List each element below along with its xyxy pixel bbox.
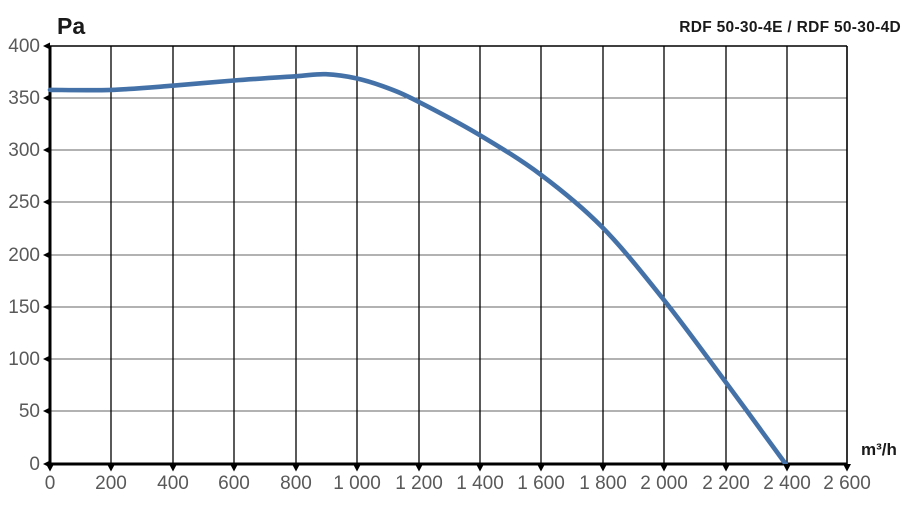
svg-text:200: 200 bbox=[8, 245, 40, 266]
svg-text:2 600: 2 600 bbox=[823, 473, 871, 494]
svg-text:200: 200 bbox=[95, 473, 127, 494]
svg-text:100: 100 bbox=[8, 349, 40, 370]
svg-text:RDF 50-30-4E / RDF 50-30-4D: RDF 50-30-4E / RDF 50-30-4D bbox=[679, 19, 901, 36]
svg-text:2 200: 2 200 bbox=[702, 473, 750, 494]
svg-text:600: 600 bbox=[218, 473, 250, 494]
svg-text:400: 400 bbox=[8, 36, 40, 57]
svg-text:m³/h: m³/h bbox=[861, 440, 897, 459]
svg-text:0: 0 bbox=[45, 473, 56, 494]
svg-text:0: 0 bbox=[29, 454, 40, 475]
svg-text:1 800: 1 800 bbox=[579, 473, 627, 494]
svg-text:Pa: Pa bbox=[57, 13, 85, 39]
svg-text:350: 350 bbox=[8, 88, 40, 109]
svg-text:1 600: 1 600 bbox=[517, 473, 565, 494]
svg-text:1 000: 1 000 bbox=[333, 473, 381, 494]
svg-text:400: 400 bbox=[157, 473, 189, 494]
svg-text:250: 250 bbox=[8, 192, 40, 213]
svg-text:300: 300 bbox=[8, 140, 40, 161]
svg-text:2 000: 2 000 bbox=[640, 473, 688, 494]
svg-text:150: 150 bbox=[8, 297, 40, 318]
svg-text:2 400: 2 400 bbox=[763, 473, 811, 494]
svg-text:800: 800 bbox=[280, 473, 312, 494]
svg-text:1 400: 1 400 bbox=[456, 473, 504, 494]
svg-text:1 200: 1 200 bbox=[395, 473, 443, 494]
svg-text:50: 50 bbox=[19, 401, 40, 422]
